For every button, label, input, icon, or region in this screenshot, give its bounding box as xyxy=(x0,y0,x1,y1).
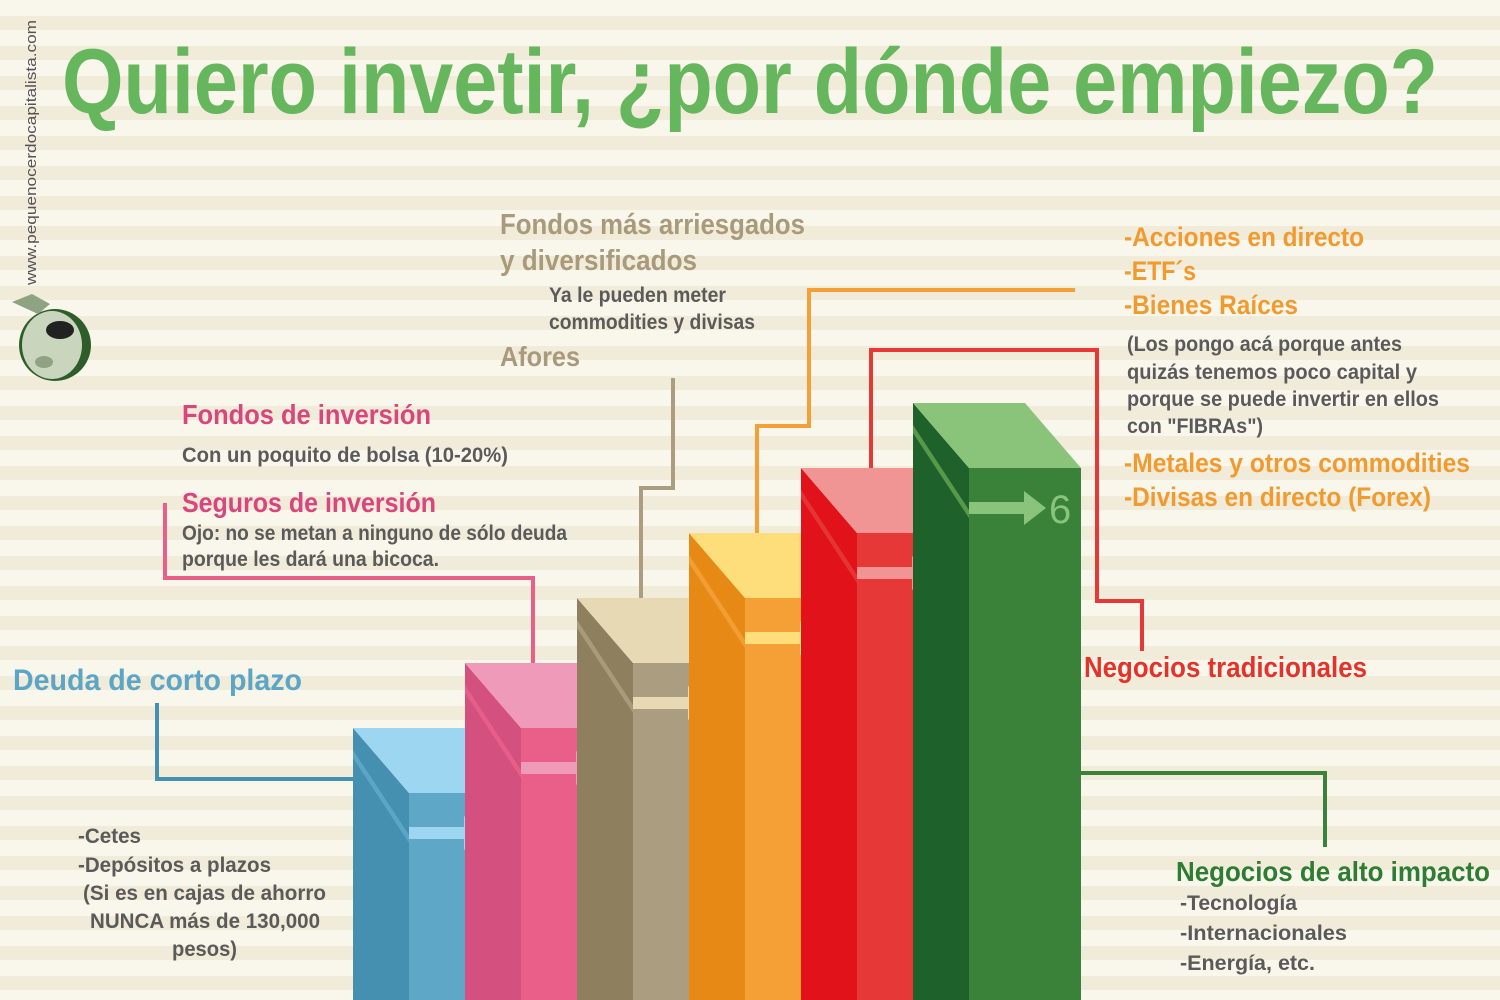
level2-note-line1: Ojo: no se metan a ninguno de sólo deuda xyxy=(182,522,567,545)
level1-line: (Si es en cajas de ahorro xyxy=(83,882,326,905)
level3-heading-line1: Fondos más arriesgados xyxy=(500,209,805,241)
step-top-face xyxy=(913,403,1081,468)
level2-heading-fondos: Fondos de inversión xyxy=(182,399,431,430)
level1-line: pesos) xyxy=(172,938,237,961)
step-side-stripe xyxy=(465,685,521,778)
level3-note-line2: commodities y divisas xyxy=(549,311,755,334)
level6-line: -Tecnología xyxy=(1180,892,1297,915)
staircase: 123456 xyxy=(353,403,1081,1000)
page-title: Quiero invetir, ¿por dónde empiezo? xyxy=(62,31,1438,133)
website-url[interactable]: www.pequenocerdocapitalista.com xyxy=(23,20,40,286)
connector-level5 xyxy=(869,348,1144,651)
level2-note-line2: porque les dará una bicoca. xyxy=(182,548,439,571)
arrow-right-icon xyxy=(969,491,1046,525)
level2-heading-seguros: Seguros de inversión xyxy=(182,487,436,518)
level4-note: porque se puede invertir en ellos xyxy=(1127,388,1439,411)
level1-line: -Cetes xyxy=(78,825,141,848)
step-side-stripe xyxy=(801,490,857,583)
level4-note: (Los pongo acá porque antes xyxy=(1127,333,1402,356)
level4-item: -Metales y otros commodities xyxy=(1124,448,1470,478)
connector-level2 xyxy=(163,503,535,678)
connector-level6 xyxy=(1079,771,1327,847)
step-side-face xyxy=(577,598,633,1000)
level4-note: con "FIBRAs") xyxy=(1127,415,1263,438)
level2-note-fondos: Con un poquito de bolsa (10-20%) xyxy=(182,444,508,467)
level6-line: -Energía, etc. xyxy=(1180,952,1315,975)
step-side-face xyxy=(465,663,521,1000)
level3-heading-line2: y diversificados xyxy=(500,245,697,277)
level1-line: -Depósitos a plazos xyxy=(78,854,271,877)
level3-note-line1: Ya le pueden meter xyxy=(549,284,726,307)
step-side-face xyxy=(353,728,409,1000)
level1-heading: Deuda de corto plazo xyxy=(13,664,302,697)
level3-heading-afores: Afores xyxy=(500,341,580,372)
step-side-stripe xyxy=(913,425,969,518)
level4-item: -ETF´s xyxy=(1124,256,1196,286)
step-side-face xyxy=(913,403,969,1000)
level4-item: -Acciones en directo xyxy=(1124,222,1364,252)
step-front-face xyxy=(969,468,1081,1000)
connector-level3 xyxy=(639,378,675,617)
connector-lines xyxy=(155,288,1327,847)
level6-line: -Internacionales xyxy=(1180,922,1347,945)
step-side-face xyxy=(801,468,857,1000)
step-side-stripe xyxy=(689,555,745,648)
connector-level4 xyxy=(755,288,1075,547)
level6-heading: Negocios de alto impacto xyxy=(1176,856,1490,887)
level4-item: -Divisas en directo (Forex) xyxy=(1124,482,1431,512)
step-side-stripe xyxy=(577,620,633,713)
level5-heading: Negocios tradicionales xyxy=(1084,652,1367,684)
step-6: 6 xyxy=(913,403,1081,1000)
step-number: 6 xyxy=(1049,488,1071,532)
level4-item: -Bienes Raíces xyxy=(1124,290,1298,320)
level4-note: quizás tenemos poco capital y xyxy=(1127,361,1417,384)
step-side-face xyxy=(689,533,745,1000)
connector-level1 xyxy=(155,703,353,781)
step-side-stripe xyxy=(353,750,409,843)
level1-line: NUNCA más de 130,000 xyxy=(90,910,320,933)
pig-logo xyxy=(12,294,91,381)
